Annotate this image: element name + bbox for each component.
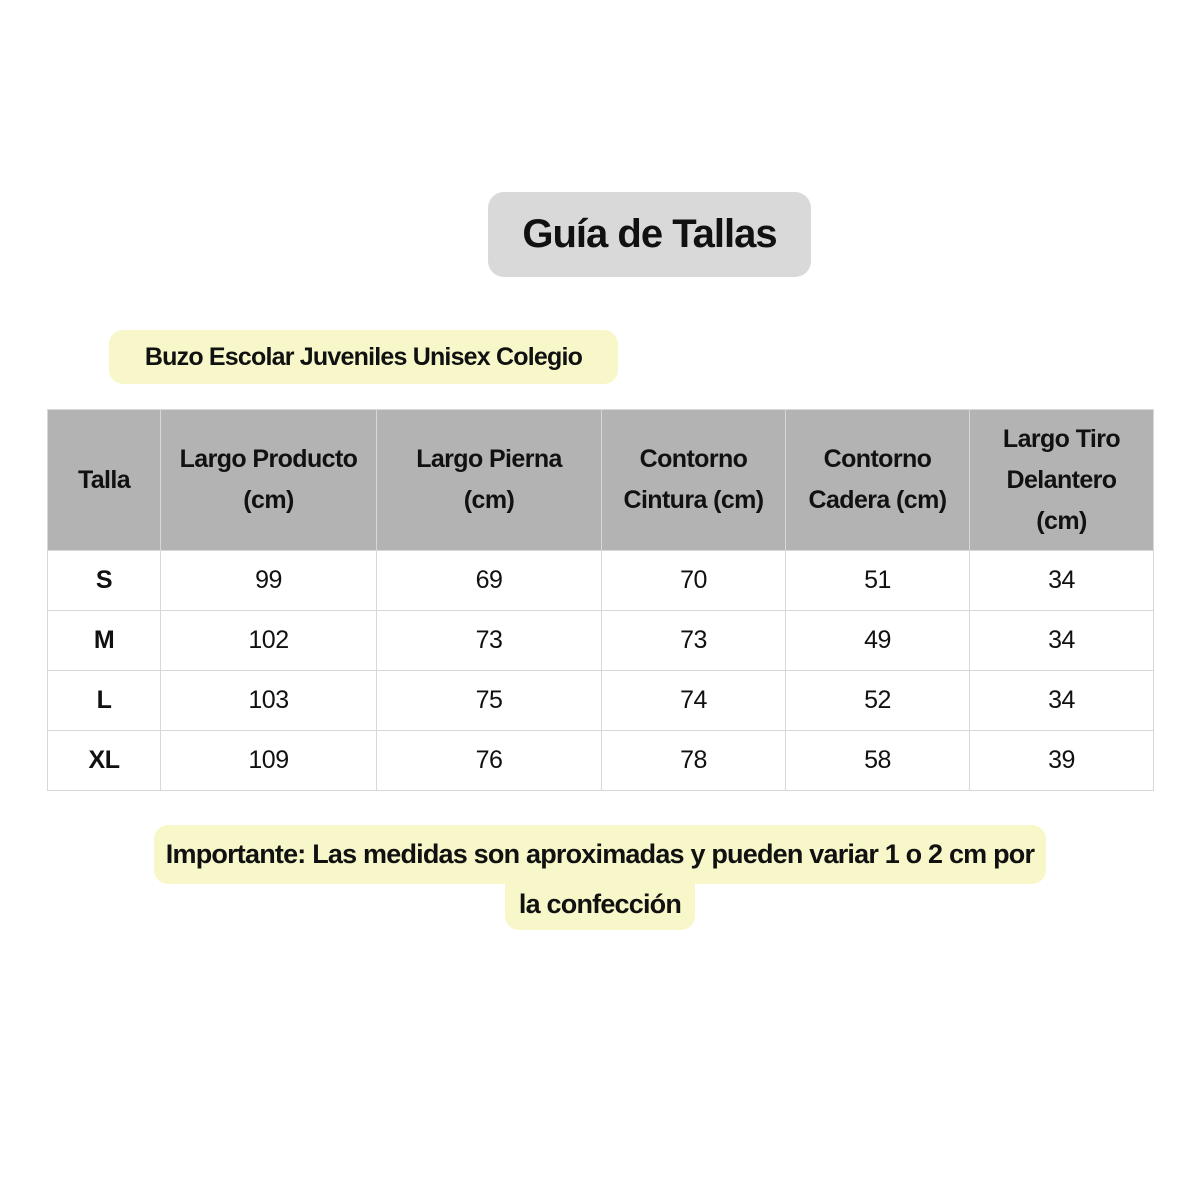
product-name: Buzo Escolar Juveniles Unisex Colegio xyxy=(109,330,618,384)
size-cell: XL xyxy=(47,730,161,791)
measurement-cell: 70 xyxy=(601,550,786,611)
measurement-cell: 73 xyxy=(376,610,602,671)
column-header-line: Delantero xyxy=(1006,465,1118,494)
measurement-cell: 52 xyxy=(785,670,970,731)
measurement-cell: 34 xyxy=(969,610,1154,671)
column-header: Contorno Cadera (cm) xyxy=(785,409,970,551)
important-note: Importante: Las medidas son aproximadas … xyxy=(0,825,1200,930)
table-row: XL 109 76 78 58 39 xyxy=(47,730,1154,791)
column-header-line: Contorno xyxy=(639,445,748,473)
measurement-cell: 69 xyxy=(376,550,602,611)
column-header: Largo Tiro Delantero (cm) xyxy=(969,409,1154,551)
size-table: Talla Largo Producto (cm) Largo Pierna (cm) C… xyxy=(47,409,1154,791)
column-header: Largo Producto (cm) xyxy=(160,409,377,551)
column-header-line: Cadera (cm) xyxy=(808,486,948,514)
note-line-1: Importante: Las medidas son aproximadas … xyxy=(153,825,1047,884)
measurement-cell: 34 xyxy=(969,670,1154,731)
column-header: Largo Pierna (cm) xyxy=(376,409,602,551)
measurement-cell: 73 xyxy=(601,610,786,671)
table-row: S 99 69 70 51 34 xyxy=(47,550,1154,611)
column-header-line: Largo Producto xyxy=(179,445,358,473)
measurement-cell: 39 xyxy=(969,730,1154,791)
column-header-line: Largo Pierna xyxy=(416,445,562,473)
column-header-line: (cm) xyxy=(463,486,515,514)
measurement-cell: 49 xyxy=(785,610,970,671)
measurement-cell: 76 xyxy=(376,730,602,791)
note-line-2: la confección xyxy=(504,884,696,930)
column-header-line: Talla xyxy=(77,465,131,494)
column-header-line: (cm) xyxy=(243,486,294,514)
column-header: Contorno Cintura (cm) xyxy=(601,409,786,551)
measurement-cell: 103 xyxy=(160,670,377,731)
table-row: L 103 75 74 52 34 xyxy=(47,670,1154,731)
measurement-cell: 34 xyxy=(969,550,1154,611)
column-header: Talla xyxy=(47,409,161,551)
column-header-line: (cm) xyxy=(1036,506,1087,535)
table-row: M 102 73 73 49 34 xyxy=(47,610,1154,671)
header-row: Talla Largo Producto (cm) Largo Pierna (cm) C… xyxy=(47,409,1154,551)
measurement-cell: 109 xyxy=(160,730,377,791)
measurement-cell: 102 xyxy=(160,610,377,671)
measurement-cell: 78 xyxy=(601,730,786,791)
column-header-line: Largo Tiro xyxy=(1002,424,1121,453)
measurement-cell: 99 xyxy=(160,550,377,611)
size-cell: S xyxy=(47,550,161,611)
measurement-cell: 74 xyxy=(601,670,786,731)
page-title: Guía de Tallas xyxy=(488,192,811,277)
column-header-line: Contorno xyxy=(823,445,932,473)
size-cell: M xyxy=(47,610,161,671)
size-cell: L xyxy=(47,670,161,731)
measurement-cell: 51 xyxy=(785,550,970,611)
column-header-line: Cintura (cm) xyxy=(623,486,764,514)
measurement-cell: 58 xyxy=(785,730,970,791)
measurement-cell: 75 xyxy=(376,670,602,731)
